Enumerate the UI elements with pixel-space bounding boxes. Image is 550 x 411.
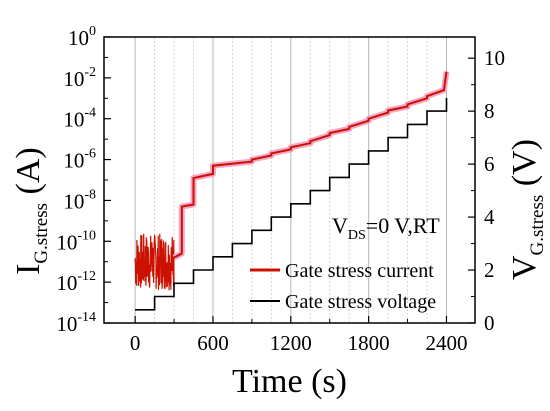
y-left-tick-label: 10-8 <box>63 187 96 213</box>
x-axis-title: Time (s) <box>232 363 347 400</box>
y-right-title-sub: G.stress <box>527 195 548 256</box>
y-right-axis-title: VG.stress (V) <box>506 139 548 280</box>
annotation-rest: =0 V,RT <box>366 213 440 238</box>
x-tick-label: 1200 <box>270 331 312 355</box>
y-right-title-unit: (V) <box>506 139 543 195</box>
y-left-tick-label: 10-2 <box>63 65 96 91</box>
annotation-main: V <box>332 213 348 238</box>
y-left-tick-label: 10-4 <box>63 106 96 132</box>
condition-annotation: VDS=0 V,RT <box>332 213 440 243</box>
x-tick-label: 2400 <box>425 331 467 355</box>
y-left-axis-ticks: 100 10-2 10-4 10-6 10-8 10-10 10-12 10-14 <box>56 24 111 336</box>
y-left-tick-label: 10-14 <box>56 310 96 336</box>
legend: Gate stress current Gate stress voltage <box>250 260 436 313</box>
y-right-tick-label: 0 <box>484 311 495 335</box>
voltage-trace <box>135 97 448 311</box>
x-tick-label: 0 <box>130 331 141 355</box>
x-tick-label: 1800 <box>348 331 390 355</box>
y-left-title-main: I <box>10 264 47 275</box>
annotation-sub: DS <box>348 228 366 243</box>
x-axis-ticks: 0 600 1200 1800 2400 <box>130 316 467 355</box>
series-gate-stress-voltage <box>135 97 448 311</box>
current-noise-trace <box>134 233 175 291</box>
y-left-title-unit: (A) <box>10 147 47 203</box>
y-right-tick-label: 4 <box>484 205 495 229</box>
legend-label-voltage: Gate stress voltage <box>285 291 436 313</box>
y-right-tick-label: 10 <box>484 46 505 70</box>
y-left-tick-label: 10-10 <box>56 228 96 254</box>
current-trace <box>173 71 448 259</box>
y-left-title-sub: G.stress <box>31 203 52 264</box>
y-right-tick-label: 2 <box>484 258 495 282</box>
y-left-tick-label: 100 <box>68 24 96 50</box>
y-right-tick-label: 8 <box>484 99 495 123</box>
x-tick-label: 600 <box>197 331 229 355</box>
y-left-tick-label: 10-6 <box>63 147 96 173</box>
y-right-title-main: V <box>506 255 543 280</box>
y-left-axis-title: IG.stress (A) <box>10 147 52 275</box>
y-right-axis-ticks: 0 2 4 6 8 10 <box>468 46 505 335</box>
series-gate-stress-current <box>134 71 450 291</box>
legend-label-current: Gate stress current <box>285 260 434 282</box>
y-right-tick-label: 6 <box>484 152 495 176</box>
y-left-tick-label: 10-12 <box>56 269 96 295</box>
